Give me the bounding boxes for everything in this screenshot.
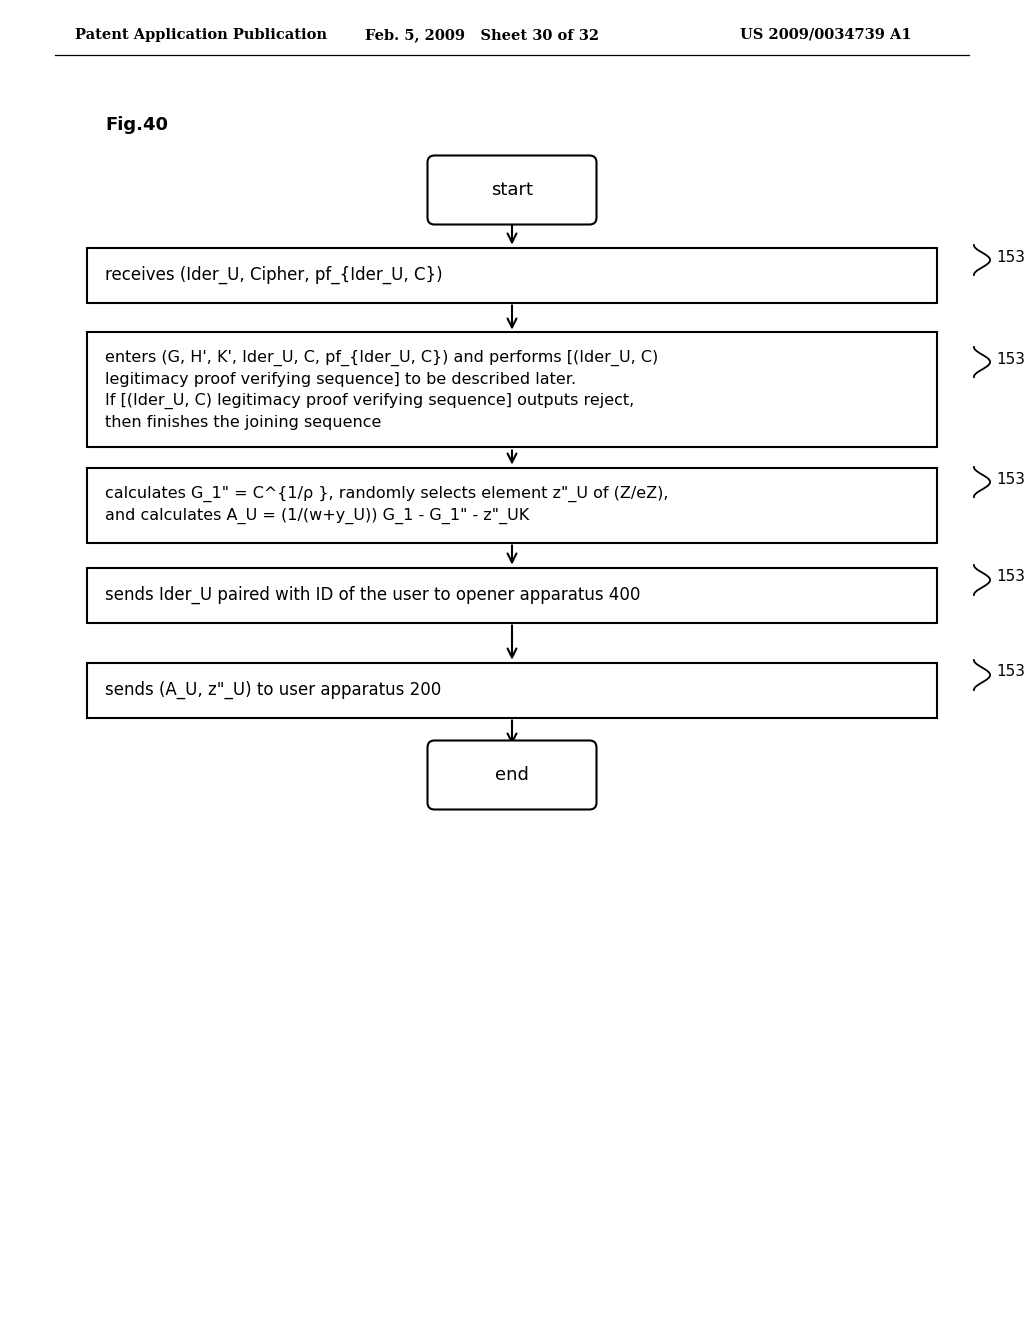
FancyBboxPatch shape xyxy=(427,156,597,224)
Text: calculates G_1" = C^{1/ρ }, randomly selects element z"_U of (Z/eZ),
and calcula: calculates G_1" = C^{1/ρ }, randomly sel… xyxy=(105,486,669,524)
Text: end: end xyxy=(495,766,529,784)
Bar xyxy=(87,333,937,447)
Text: Fig.40: Fig.40 xyxy=(105,116,168,135)
Text: 1533: 1533 xyxy=(996,471,1024,487)
Bar xyxy=(87,568,937,623)
Text: Feb. 5, 2009   Sheet 30 of 32: Feb. 5, 2009 Sheet 30 of 32 xyxy=(365,28,599,42)
Bar xyxy=(87,663,937,718)
Text: sends Ider_U paired with ID of the user to opener apparatus 400: sends Ider_U paired with ID of the user … xyxy=(105,586,640,605)
Text: 1532: 1532 xyxy=(996,351,1024,367)
FancyBboxPatch shape xyxy=(427,741,597,809)
Text: US 2009/0034739 A1: US 2009/0034739 A1 xyxy=(740,28,911,42)
Text: 1534: 1534 xyxy=(996,569,1024,585)
Bar xyxy=(87,248,937,302)
Text: 1535: 1535 xyxy=(996,664,1024,680)
Bar xyxy=(87,467,937,543)
Text: start: start xyxy=(490,181,534,199)
Text: Patent Application Publication: Patent Application Publication xyxy=(75,28,327,42)
Text: sends (A_U, z"_U) to user apparatus 200: sends (A_U, z"_U) to user apparatus 200 xyxy=(105,681,441,700)
Text: receives (Ider_U, Cipher, pf_{Ider_U, C}): receives (Ider_U, Cipher, pf_{Ider_U, C}… xyxy=(105,265,442,284)
Text: enters (G, H', K', Ider_U, C, pf_{Ider_U, C}) and performs [(Ider_U, C)
legitima: enters (G, H', K', Ider_U, C, pf_{Ider_U… xyxy=(105,350,658,430)
Text: 1531: 1531 xyxy=(996,249,1024,264)
